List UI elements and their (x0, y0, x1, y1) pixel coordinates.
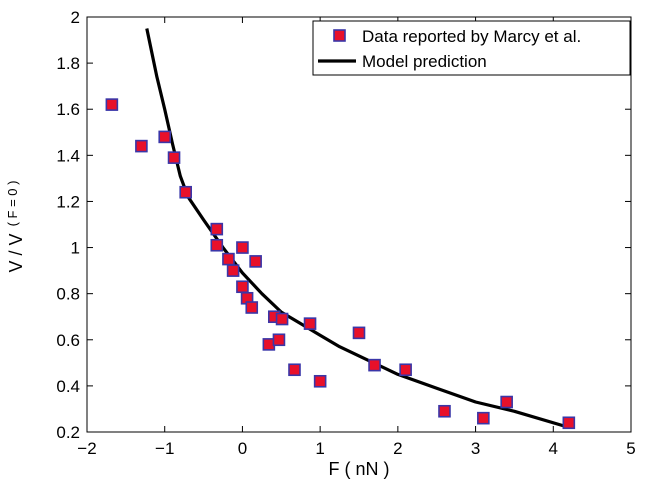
data-point (158, 130, 172, 144)
y-tick-label: 0.8 (56, 285, 80, 304)
data-point (399, 363, 412, 377)
x-axis-label: F ( nN ) (329, 459, 390, 479)
legend-label-data: Data reported by Marcy et al. (362, 27, 581, 46)
y-tick-label: 1.8 (56, 54, 80, 73)
data-point (210, 238, 224, 252)
data-point (249, 255, 262, 268)
legend-marker-data (333, 29, 346, 42)
x-tick-label: −2 (77, 439, 96, 458)
plot-area (105, 28, 576, 430)
data-point (167, 151, 181, 164)
x-tick-label: 1 (315, 439, 324, 458)
data-point (226, 264, 240, 277)
data-point (179, 185, 192, 199)
y-tick-labels: 0.2 0.4 0.6 0.8 1 1.2 1.4 1.6 1.8 2 (56, 8, 80, 442)
y-tick-label: 1.2 (56, 192, 80, 211)
legend: Data reported by Marcy et al. Model pred… (312, 20, 631, 76)
data-point (477, 411, 490, 425)
axes-frame (86, 16, 632, 433)
x-tick-label: 2 (393, 439, 402, 458)
data-point (245, 301, 259, 314)
y-tick-label: 0.4 (56, 377, 80, 396)
data-point (368, 358, 381, 372)
data-point (135, 139, 148, 153)
y-axis-label: V / V ( F = 0 ) (5, 181, 26, 273)
legend-box (312, 20, 631, 76)
y-tick-label: 2 (71, 8, 80, 27)
axes-box (86, 16, 632, 433)
axis-ticks (86, 16, 632, 433)
data-point (500, 395, 513, 409)
x-tick-labels: −2 −1 0 1 2 3 4 5 (77, 439, 635, 458)
y-tick-label: 1.6 (56, 100, 80, 119)
x-tick-label: −1 (155, 439, 174, 458)
y-tick-label: 0.6 (56, 331, 80, 350)
x-tick-label: 5 (626, 439, 635, 458)
data-point (105, 98, 119, 111)
y-axis-label-main: V / V (6, 233, 26, 272)
data-point (303, 317, 317, 330)
data-point (222, 252, 235, 266)
data-point (352, 326, 366, 340)
data-point (288, 363, 301, 377)
model-prediction-line (145, 28, 570, 429)
y-tick-label: 1 (71, 239, 80, 258)
data-point (236, 280, 249, 294)
x-tick-label: 0 (238, 439, 247, 458)
data-point (236, 241, 249, 254)
y-tick-label: 0.2 (56, 423, 80, 442)
data-point (275, 312, 289, 326)
x-tick-label: 3 (471, 439, 480, 458)
y-tick-label: 1.4 (56, 146, 80, 165)
legend-label-model: Model prediction (362, 52, 487, 71)
data-point (438, 404, 451, 418)
x-tick-label: 4 (549, 439, 558, 458)
y-axis-label-subscript: ( F = 0 ) (5, 181, 20, 227)
data-point (313, 374, 327, 388)
data-point (210, 222, 224, 236)
data-point (562, 416, 576, 430)
data-point (272, 333, 286, 347)
